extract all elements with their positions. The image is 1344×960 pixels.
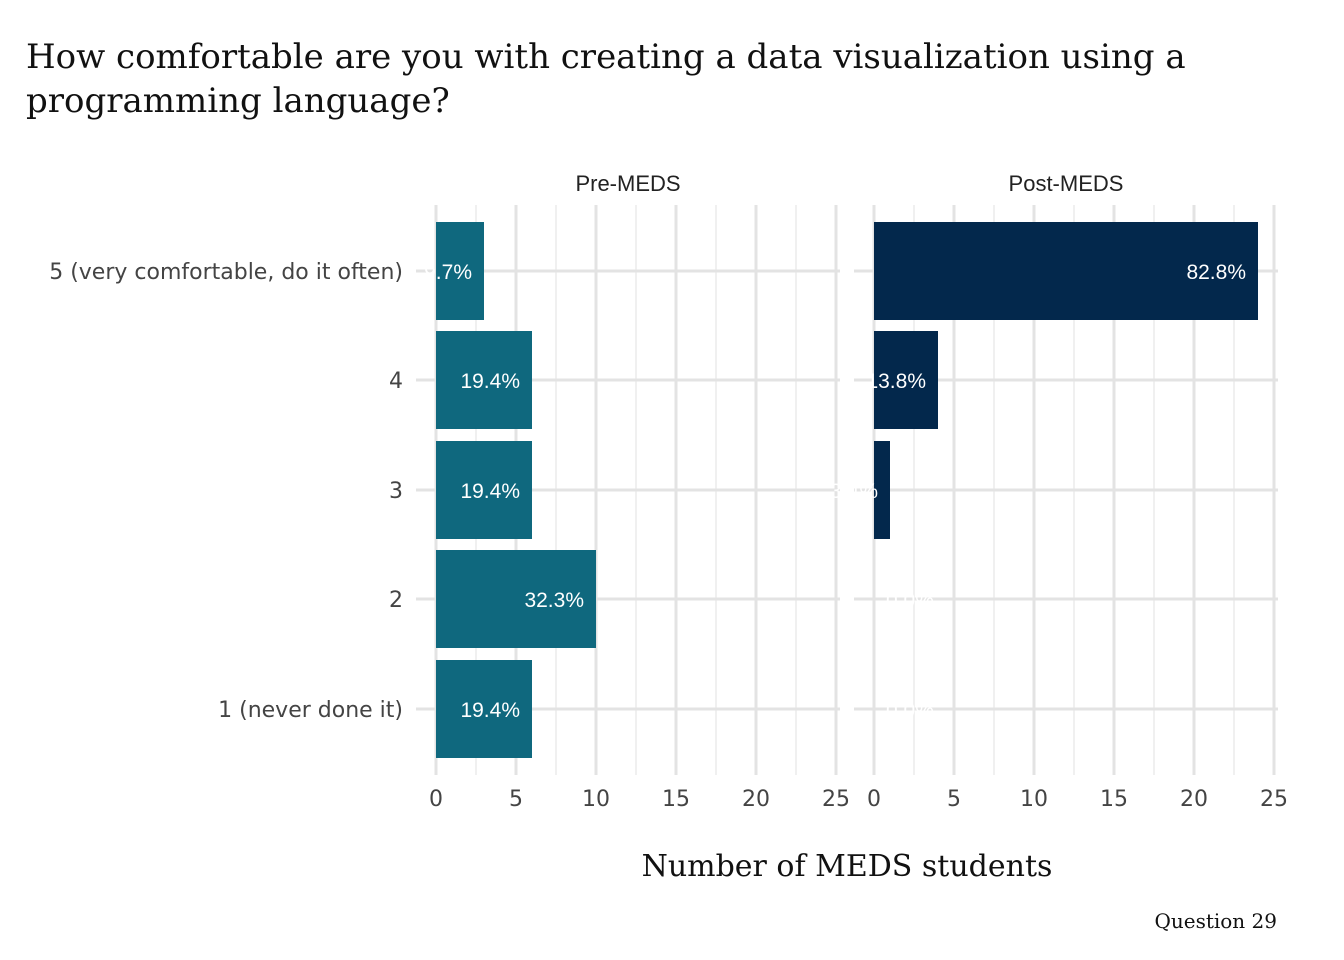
x-tick-label: 25 bbox=[1260, 787, 1288, 812]
bar bbox=[436, 660, 532, 758]
bar-value-label: 0.0% bbox=[886, 699, 934, 722]
x-tick-label: 0 bbox=[867, 787, 881, 812]
bar bbox=[874, 441, 890, 539]
x-tick-label: 10 bbox=[1020, 787, 1048, 812]
x-tick-label: 15 bbox=[662, 787, 690, 812]
bar-value-label: 13.8% bbox=[866, 370, 926, 393]
bar-value-label: 82.8% bbox=[1186, 261, 1246, 284]
bar bbox=[436, 331, 532, 429]
panel-strip-label: Post-MEDS bbox=[1009, 171, 1124, 196]
bar bbox=[436, 441, 532, 539]
bar bbox=[874, 331, 938, 429]
bar-value-label: 0.0% bbox=[886, 589, 934, 612]
caption: Question 29 bbox=[1154, 909, 1277, 933]
x-tick-label: 5 bbox=[947, 787, 961, 812]
x-tick-label: 20 bbox=[742, 787, 770, 812]
chart-title-line-2: programming language? bbox=[26, 81, 450, 121]
bar-value-label: 19.4% bbox=[460, 370, 520, 393]
x-tick-label: 20 bbox=[1180, 787, 1208, 812]
bar bbox=[874, 222, 1258, 320]
x-tick-label: 5 bbox=[509, 787, 523, 812]
bar bbox=[436, 550, 596, 648]
y-tick-label: 3 bbox=[389, 479, 403, 504]
bar-value-label: 3.4% bbox=[830, 480, 878, 503]
bar-value-label: 9.7% bbox=[424, 261, 472, 284]
y-tick-label: 4 bbox=[389, 369, 403, 394]
bar-value-label: 32.3% bbox=[524, 589, 584, 612]
x-tick-label: 0 bbox=[429, 787, 443, 812]
x-axis-label: Number of MEDS students bbox=[642, 849, 1053, 884]
y-tick-label: 2 bbox=[389, 588, 403, 613]
bar-value-label: 19.4% bbox=[460, 480, 520, 503]
x-tick-label: 10 bbox=[582, 787, 610, 812]
y-tick-label: 5 (very comfortable, do it often) bbox=[49, 260, 403, 285]
bar-value-label: 19.4% bbox=[460, 699, 520, 722]
panel-strip-label: Pre-MEDS bbox=[575, 171, 680, 196]
x-tick-label: 25 bbox=[822, 787, 850, 812]
bar bbox=[436, 222, 484, 320]
chart-title-line-1: How comfortable are you with creating a … bbox=[26, 37, 1186, 77]
x-tick-label: 15 bbox=[1100, 787, 1128, 812]
y-tick-label: 1 (never done it) bbox=[218, 698, 403, 723]
